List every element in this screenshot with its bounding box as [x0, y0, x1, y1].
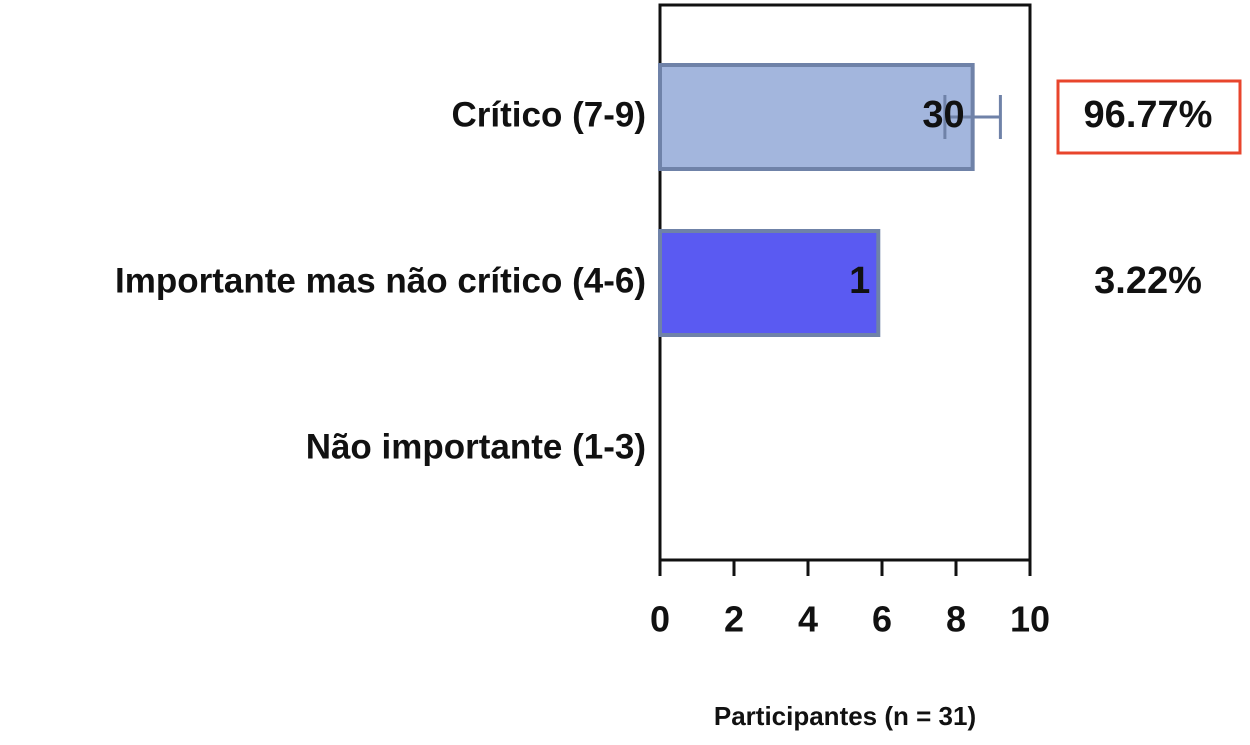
- bar: [658, 229, 881, 337]
- x-axis-label: Participantes (n = 31): [714, 701, 976, 731]
- percent-label: 96.77%: [1084, 94, 1213, 136]
- bar: [658, 63, 975, 171]
- x-tick-label: 10: [1010, 599, 1050, 640]
- x-tick-label: 0: [650, 599, 670, 640]
- y-tick-label: Importante mas não crítico (4-6): [115, 261, 646, 300]
- y-tick-label: Crítico (7-9): [452, 95, 646, 134]
- x-tick-label: 6: [872, 599, 892, 640]
- highlight-box: [1056, 79, 1242, 155]
- x-tick-label: 4: [798, 599, 818, 640]
- x-tick-label: 2: [724, 599, 744, 640]
- x-tick-label: 8: [946, 599, 966, 640]
- y-tick-label: Não importante (1-3): [306, 427, 646, 466]
- count-label: 1: [849, 260, 870, 302]
- count-label: 30: [922, 94, 964, 136]
- percent-label: 3.22%: [1094, 260, 1202, 302]
